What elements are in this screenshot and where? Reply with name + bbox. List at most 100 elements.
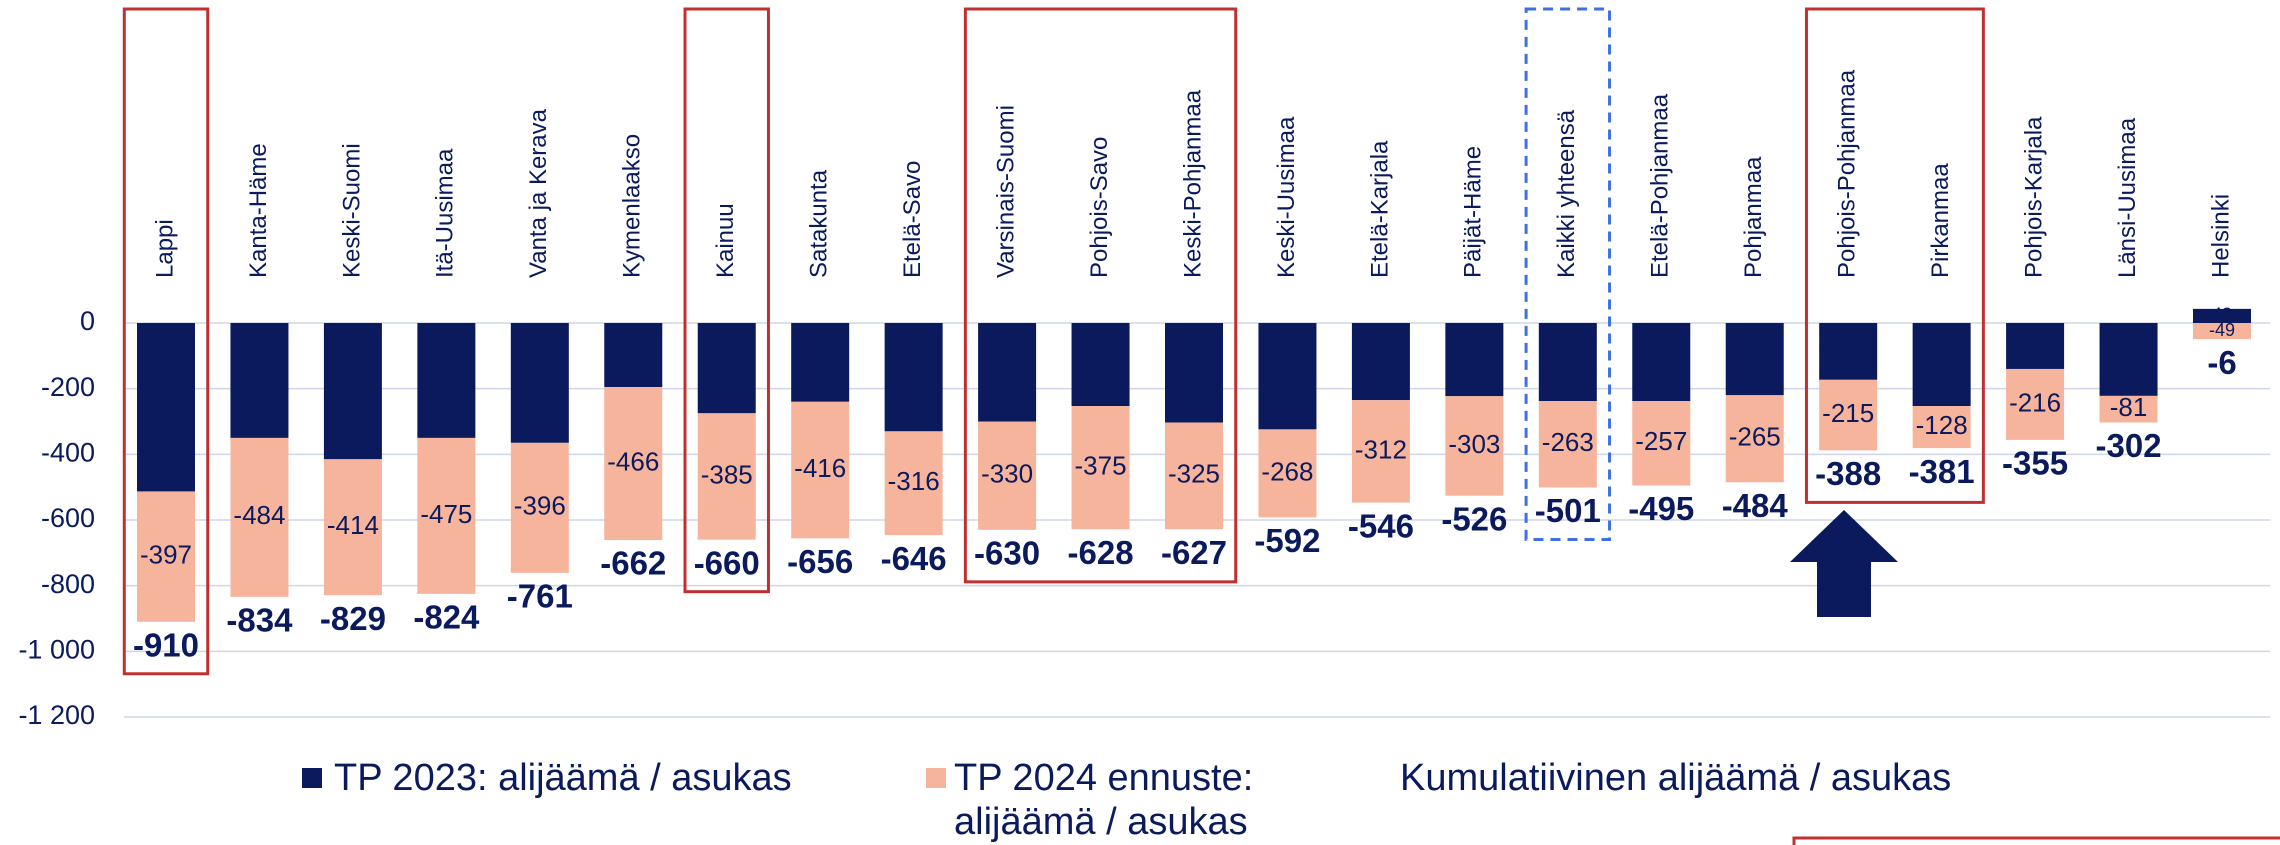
x-tick-label: Etelä-Karjala: [1366, 140, 1393, 278]
value-label: -414: [327, 510, 379, 540]
bar-segment: [1725, 395, 1784, 483]
bar-segment: [1165, 323, 1223, 423]
bar-segment: [1819, 323, 1878, 380]
value-label: -173: [1822, 334, 1874, 364]
total-label: -592: [1254, 522, 1320, 559]
bar-segment: [323, 323, 382, 460]
bar-segment: [1351, 400, 1410, 503]
value-label: -325: [1168, 459, 1220, 489]
bar-segment: [323, 459, 382, 596]
total-label: -660: [694, 544, 760, 581]
bar-segment: [791, 323, 850, 402]
value-label: -466: [607, 446, 659, 476]
highlight-box: [963, 7, 1238, 584]
legend-label: TP 2024 ennuste: alijäämä / asukas: [954, 757, 1254, 843]
bar-segment: [137, 323, 195, 492]
legend-swatch: [302, 768, 322, 788]
bar-segment: [884, 431, 943, 536]
value-label: -324: [1261, 359, 1313, 389]
bar-segment: [978, 323, 1037, 422]
value-label: -365: [514, 366, 566, 396]
x-tick-label: Pohjois-Savo: [1086, 137, 1113, 278]
value-label: 43: [2212, 305, 2232, 325]
value-label: -316: [888, 466, 940, 496]
bar-segment: [230, 437, 289, 597]
total-label: -355: [2002, 445, 2068, 482]
value-label: -195: [607, 338, 659, 368]
value-label: -330: [888, 360, 940, 390]
y-tick-label: -800: [41, 569, 95, 599]
bar-segment: [1912, 406, 1971, 449]
x-tick-label: Etelä-Pohjanmaa: [1647, 93, 1674, 278]
value-label: -238: [1542, 345, 1594, 375]
total-label: -526: [1441, 500, 1507, 537]
y-tick-label: -1 000: [18, 634, 95, 664]
bar-segment: [604, 323, 663, 388]
value-label: -484: [233, 500, 285, 530]
total-label: -501: [1535, 492, 1601, 529]
total-label: -381: [1909, 453, 1975, 490]
x-tick-label: Pohjois-Karjala: [2020, 116, 2047, 278]
value-label: -235: [1355, 344, 1407, 374]
value-label: -128: [1916, 410, 1968, 440]
total-label: -829: [320, 600, 386, 637]
arrow: [1790, 510, 1898, 617]
y-tick-label: 0: [80, 306, 95, 336]
value-label: -513: [140, 390, 192, 420]
legend-label: Kumulatiivinen alijäämä / asukas: [1400, 757, 1952, 799]
total-label: -910: [133, 627, 199, 664]
bar-segment: [1538, 323, 1597, 402]
bar-segment: [1912, 323, 1971, 407]
highlight-box: [1804, 7, 1985, 504]
bar-segment: [978, 421, 1037, 530]
highlight-box: [1524, 7, 1612, 541]
x-tick-label: Pirkanmaa: [1927, 163, 1954, 278]
value-label: -312: [1355, 434, 1407, 464]
value-label: -303: [1168, 356, 1220, 386]
bar-segment: [510, 442, 569, 573]
total-label: -546: [1348, 507, 1414, 544]
total-label: -646: [881, 540, 947, 577]
bar-segment: [884, 323, 943, 432]
x-tick-label: Kanta-Häme: [245, 143, 272, 278]
x-tick-label: Helsinki: [2207, 194, 2234, 278]
x-tick-label: Itä-Uusimaa: [432, 148, 459, 278]
value-label: -300: [981, 355, 1033, 385]
value-label: -375: [1075, 451, 1127, 481]
value-label: -49: [2209, 320, 2235, 340]
bar-segment: [1819, 379, 1878, 451]
bar-segment: [2099, 395, 2158, 423]
bar-segment: [1445, 396, 1504, 496]
bar-segment: [230, 323, 289, 438]
bar-segment: [1258, 323, 1317, 430]
x-tick-label: Pohjanmaa: [1740, 156, 1767, 278]
total-label: -6: [2207, 344, 2236, 381]
y-tick-label: -400: [41, 437, 95, 467]
highlight-box: [122, 7, 210, 676]
value-label: -416: [794, 453, 846, 483]
total-label: -834: [226, 602, 293, 639]
bar-segment: [2193, 308, 2251, 323]
value-label: -475: [420, 499, 472, 529]
value-label: -215: [1822, 398, 1874, 428]
y-tick-label: -1 200: [18, 700, 95, 730]
value-label: -81: [2110, 392, 2148, 422]
value-label: -330: [981, 459, 1033, 489]
x-tick-label: Pohjois-Pohjanmaa: [1834, 69, 1861, 278]
x-tick-label: Päijät-Häme: [1460, 146, 1487, 278]
bar-segment: [1258, 429, 1317, 518]
value-label: -222: [2103, 342, 2155, 372]
y-tick-label: -200: [41, 372, 95, 402]
total-label: -388: [1815, 455, 1881, 492]
x-tick-label: Keski-Uusimaa: [1273, 116, 1300, 278]
total-label: -630: [974, 535, 1040, 572]
bar-segment: [1071, 323, 1130, 407]
value-label: -253: [1916, 347, 1968, 377]
bar-segment: [697, 323, 756, 414]
value-label: -415: [327, 374, 379, 404]
x-tick-label: Satakunta: [806, 169, 833, 278]
x-tick-label: Kymenlaakso: [619, 134, 646, 278]
value-label: -397: [140, 539, 192, 569]
x-tick-label: Kaikki yhteensä: [1553, 109, 1580, 278]
